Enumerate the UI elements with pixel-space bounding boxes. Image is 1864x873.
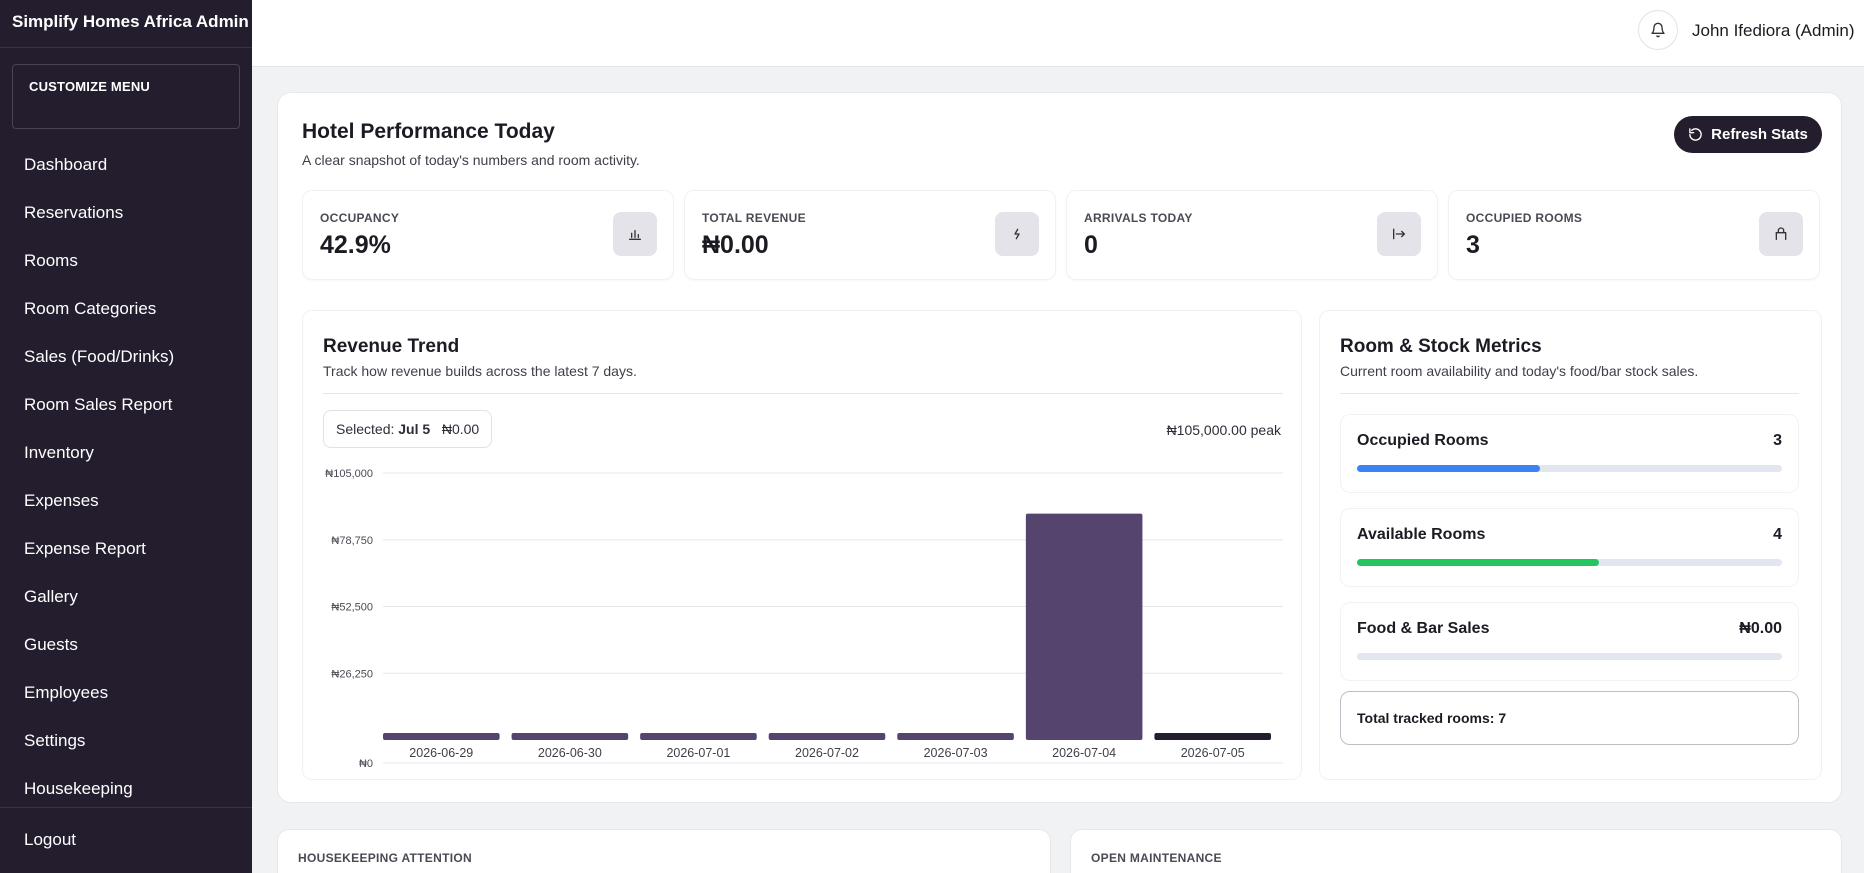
metric-progress-track bbox=[1357, 653, 1782, 660]
selected-date: Jul 5 bbox=[398, 421, 431, 437]
open-maintenance-card: OPEN MAINTENANCE bbox=[1070, 829, 1842, 873]
x-tick-label: 2026-06-30 bbox=[538, 746, 602, 760]
sidebar-item-room-categories[interactable]: Room Categories bbox=[24, 299, 157, 318]
stat-card-total-revenue: TOTAL REVENUE ₦0.00 bbox=[684, 190, 1056, 280]
housekeeping-attention-label: HOUSEKEEPING ATTENTION bbox=[298, 851, 472, 865]
revenue-trend-panel: Revenue Trend Track how revenue builds a… bbox=[302, 310, 1302, 780]
sidebar-item-expenses[interactable]: Expenses bbox=[24, 491, 99, 510]
sidebar-item-settings[interactable]: Settings bbox=[24, 731, 86, 750]
sidebar-nav: Dashboard Reservations Rooms Room Catego… bbox=[0, 141, 252, 813]
metric-label: Food & Bar Sales bbox=[1357, 620, 1490, 637]
bar[interactable] bbox=[768, 733, 886, 740]
customize-menu-button[interactable]: CUSTOMIZE MENU bbox=[12, 64, 240, 129]
divider bbox=[1340, 393, 1799, 394]
sidebar-item-sales[interactable]: Sales (Food/Drinks) bbox=[24, 347, 175, 366]
y-tick-label: ₦0 bbox=[359, 758, 373, 770]
y-tick-label: ₦105,000 bbox=[325, 468, 373, 480]
brand-title: Simplify Homes Africa Admin bbox=[0, 0, 252, 48]
y-tick-label: ₦52,500 bbox=[331, 602, 373, 614]
y-tick-label: ₦78,750 bbox=[331, 535, 373, 547]
metric-label: Occupied Rooms bbox=[1357, 432, 1489, 449]
x-tick-label: 2026-07-01 bbox=[666, 746, 730, 760]
metric-label: Available Rooms bbox=[1357, 526, 1486, 543]
top-bar: John Ifediora (Admin) bbox=[252, 0, 1864, 67]
x-tick-label: 2026-06-29 bbox=[409, 746, 473, 760]
stat-label: ARRIVALS TODAY bbox=[1084, 211, 1193, 225]
sidebar-item-guests[interactable]: Guests bbox=[24, 635, 78, 654]
metrics-title: Room & Stock Metrics bbox=[1340, 336, 1542, 357]
divider bbox=[323, 393, 1283, 394]
sidebar-item-employees[interactable]: Employees bbox=[24, 683, 109, 702]
bar[interactable] bbox=[1154, 733, 1271, 740]
metric-value: 3 bbox=[1773, 432, 1782, 449]
metric-value: 4 bbox=[1773, 526, 1782, 543]
lock-icon bbox=[1759, 212, 1803, 256]
housekeeping-attention-card: HOUSEKEEPING ATTENTION bbox=[277, 829, 1051, 873]
stat-label: OCCUPIED ROOMS bbox=[1466, 211, 1583, 225]
bar[interactable] bbox=[383, 733, 500, 740]
sidebar-item-housekeeping[interactable]: Housekeeping bbox=[24, 779, 133, 798]
bell-icon bbox=[1651, 22, 1665, 38]
metric-progress-fill bbox=[1357, 559, 1600, 566]
stat-value: 3 bbox=[1466, 231, 1480, 259]
metric-available-rooms: Available Rooms 4 bbox=[1340, 508, 1799, 587]
bar[interactable] bbox=[1025, 513, 1143, 740]
sidebar-item-expense-report[interactable]: Expense Report bbox=[24, 539, 146, 558]
sidebar-item-reservations[interactable]: Reservations bbox=[24, 203, 124, 222]
stat-value: ₦0.00 bbox=[702, 231, 769, 259]
selected-value: ₦0.00 bbox=[441, 421, 480, 437]
stat-card-occupied-rooms: OCCUPIED ROOMS 3 bbox=[1448, 190, 1820, 280]
bar[interactable] bbox=[897, 733, 1014, 740]
page-subtitle: A clear snapshot of today's numbers and … bbox=[302, 152, 640, 168]
metric-food-bar-sales: Food & Bar Sales ₦0.00 bbox=[1340, 602, 1799, 681]
stat-card-occupancy: OCCUPANCY 42.9% bbox=[302, 190, 674, 280]
metric-value: ₦0.00 bbox=[1739, 620, 1782, 637]
user-name[interactable]: John Ifediora (Admin) bbox=[1692, 21, 1855, 40]
stat-card-arrivals: ARRIVALS TODAY 0 bbox=[1066, 190, 1438, 280]
y-tick-label: ₦26,250 bbox=[331, 668, 373, 680]
revenue-bar-chart: ₦105,000 ₦78,750 ₦52,500 ₦26,250 ₦0 2026-06-2… bbox=[325, 468, 1283, 770]
total-tracked-rooms: Total tracked rooms: 7 bbox=[1340, 691, 1799, 745]
x-tick-label: 2026-07-03 bbox=[924, 746, 988, 760]
arrow-in-icon bbox=[1377, 212, 1421, 256]
refresh-stats-label: Refresh Stats bbox=[1711, 126, 1808, 143]
page-title: Hotel Performance Today bbox=[302, 120, 555, 143]
refresh-stats-button[interactable]: Refresh Stats bbox=[1674, 116, 1822, 153]
sidebar: Simplify Homes Africa Admin CUSTOMIZE ME… bbox=[0, 0, 252, 873]
sidebar-item-room-sales-report[interactable]: Room Sales Report bbox=[24, 395, 173, 414]
stat-label: TOTAL REVENUE bbox=[702, 211, 806, 225]
metrics-subtitle: Current room availability and today's fo… bbox=[1340, 363, 1699, 379]
metric-progress-track bbox=[1357, 559, 1782, 566]
sidebar-item-gallery[interactable]: Gallery bbox=[24, 587, 78, 606]
x-tick-label: 2026-07-05 bbox=[1181, 746, 1245, 760]
selected-prefix: Selected: bbox=[336, 421, 395, 437]
sidebar-item-dashboard[interactable]: Dashboard bbox=[24, 155, 108, 174]
open-maintenance-label: OPEN MAINTENANCE bbox=[1091, 851, 1222, 865]
refresh-icon bbox=[1689, 128, 1702, 141]
room-stock-metrics-panel: Room & Stock Metrics Current room availa… bbox=[1319, 310, 1822, 780]
logout-link[interactable]: Logout bbox=[24, 830, 76, 849]
sidebar-divider bbox=[0, 807, 252, 808]
sidebar-item-inventory[interactable]: Inventory bbox=[24, 443, 94, 462]
revenue-subtitle: Track how revenue builds across the late… bbox=[323, 363, 637, 379]
peak-value: ₦105,000.00 peak bbox=[1166, 422, 1281, 438]
stat-label: OCCUPANCY bbox=[320, 211, 400, 225]
performance-card: Hotel Performance Today A clear snapshot… bbox=[277, 92, 1842, 803]
metric-progress-fill bbox=[1357, 465, 1540, 472]
metric-occupied-rooms: Occupied Rooms 3 bbox=[1340, 414, 1799, 493]
x-tick-label: 2026-07-02 bbox=[795, 746, 859, 760]
metric-progress-track bbox=[1357, 465, 1782, 472]
revenue-title: Revenue Trend bbox=[323, 336, 460, 357]
selected-value-box: Selected: Jul 5 ₦0.00 bbox=[323, 410, 493, 448]
stat-value: 0 bbox=[1084, 231, 1098, 259]
bar-chart-icon bbox=[613, 212, 657, 256]
sidebar-item-rooms[interactable]: Rooms bbox=[24, 251, 78, 270]
notifications-button[interactable] bbox=[1638, 10, 1678, 50]
bolt-icon bbox=[995, 212, 1039, 256]
x-tick-label: 2026-07-04 bbox=[1052, 746, 1116, 760]
stat-value: 42.9% bbox=[320, 231, 391, 259]
bar[interactable] bbox=[511, 733, 629, 740]
bar[interactable] bbox=[640, 733, 757, 740]
